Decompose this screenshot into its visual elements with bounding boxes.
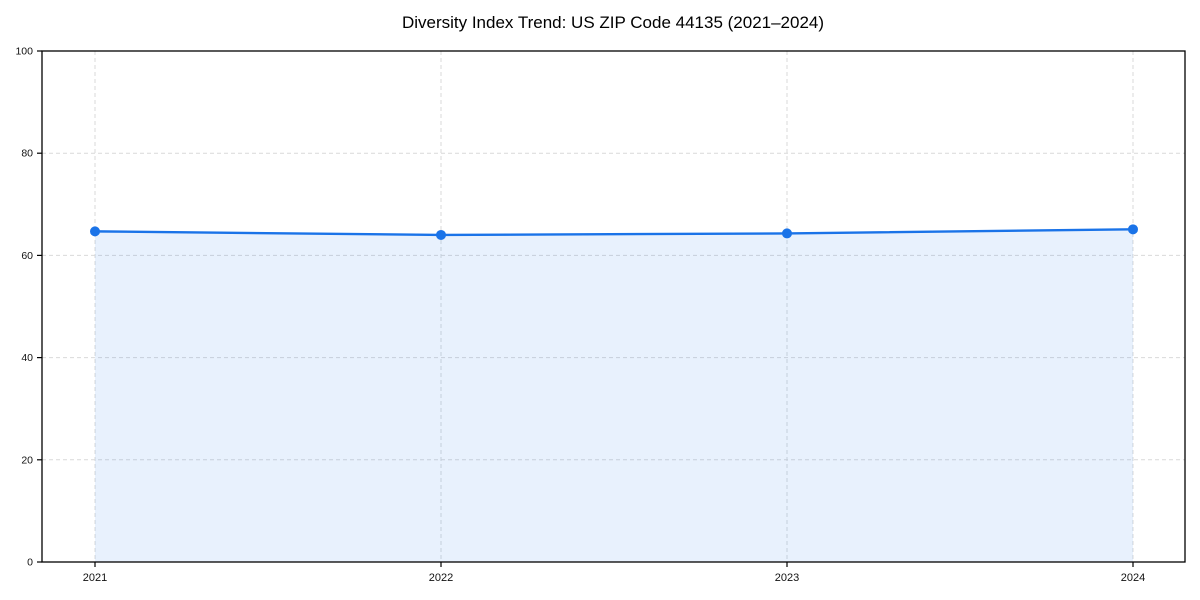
x-tick-label: 2024 bbox=[1121, 572, 1145, 584]
y-tick-label: 40 bbox=[21, 352, 33, 364]
y-tick-label: 60 bbox=[21, 250, 33, 262]
y-tick-label: 0 bbox=[27, 557, 33, 569]
x-tick-label: 2022 bbox=[429, 572, 453, 584]
trend-line bbox=[93, 228, 1135, 237]
chart-title: Diversity Index Trend: US ZIP Code 44135… bbox=[402, 13, 824, 32]
y-tick-label: 20 bbox=[21, 454, 33, 466]
data-point-2024 bbox=[1128, 224, 1138, 235]
grid-layer bbox=[42, 51, 1185, 562]
x-tick-label: 2023 bbox=[775, 572, 799, 584]
axis-layer: 0 20 40 60 80 100 2021 2022 2023 2024 bbox=[15, 46, 1186, 584]
y-tick-label: 100 bbox=[15, 46, 33, 58]
data-point-2021 bbox=[90, 226, 100, 237]
data-point-2023 bbox=[782, 228, 792, 239]
y-tick-label: 80 bbox=[21, 148, 33, 160]
x-tick-label: 2021 bbox=[83, 572, 107, 584]
plot-border bbox=[41, 50, 1186, 563]
data-point-2022 bbox=[436, 229, 446, 240]
area-fill bbox=[95, 229, 1133, 563]
series-layer bbox=[90, 224, 1138, 563]
